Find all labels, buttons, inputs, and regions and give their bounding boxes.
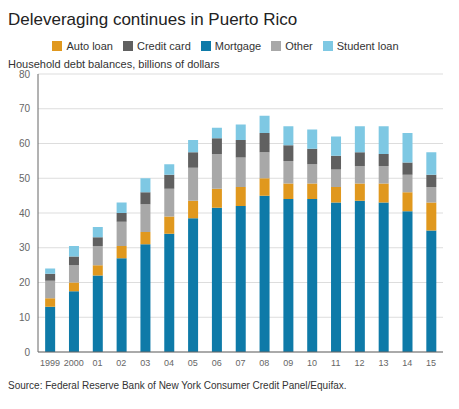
svg-text:50: 50 (19, 173, 31, 184)
svg-text:02: 02 (116, 358, 126, 368)
html-text:Auto loan: Auto loan (66, 40, 113, 52)
svg-text:10: 10 (19, 312, 31, 323)
svg-text:60: 60 (19, 138, 31, 149)
html-text:Household debt balances, billi: Household debt balances, billions of dol… (8, 58, 220, 70)
svg-text:06: 06 (212, 358, 222, 368)
svg-text:20: 20 (19, 277, 31, 288)
svg-text:80: 80 (19, 69, 31, 80)
svg-text:11: 11 (331, 358, 340, 368)
svg-text:12: 12 (355, 358, 365, 368)
svg-text:14: 14 (402, 358, 412, 368)
svg-text:09: 09 (283, 358, 293, 368)
svg-text:01: 01 (93, 358, 103, 368)
svg-text:30: 30 (19, 242, 31, 253)
svg-text:15: 15 (426, 358, 436, 368)
svg-text:40: 40 (19, 208, 31, 219)
svg-text:03: 03 (140, 358, 150, 368)
svg-text:1999: 1999 (40, 358, 60, 368)
svg-text:08: 08 (259, 358, 269, 368)
svg-text:13: 13 (378, 358, 388, 368)
html-text:Source: Federal Reserve Bank o: Source: Federal Reserve Bank of New York… (8, 380, 347, 391)
svg-text:04: 04 (164, 358, 174, 368)
svg-text:2000: 2000 (64, 358, 84, 368)
svg-text:05: 05 (188, 358, 198, 368)
svg-text:0: 0 (24, 347, 30, 358)
html-text:Other: Other (285, 40, 313, 52)
svg-text:07: 07 (235, 358, 245, 368)
html-text:Credit card: Credit card (137, 40, 191, 52)
svg-text:10: 10 (307, 358, 317, 368)
html-text:Student loan: Student loan (336, 40, 399, 52)
svg-text:70: 70 (19, 103, 31, 114)
html-text:Deleveraging continues in Puer: Deleveraging continues in Puerto Rico (8, 10, 298, 29)
html-text:Mortgage: Mortgage (214, 40, 262, 52)
